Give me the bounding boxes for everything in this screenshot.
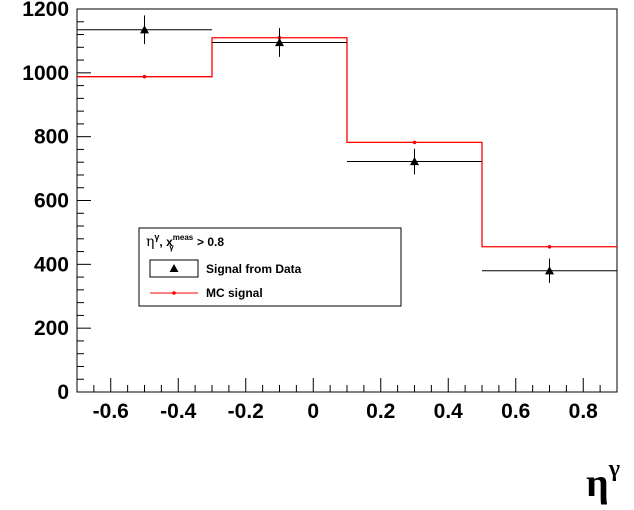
mc-signal-point [547,244,552,249]
x-axis-label-eta: η [586,460,609,505]
legend-label-data: Signal from Data [206,262,302,276]
data-point-triangle [275,38,284,47]
y-tick-label: 1000 [22,62,69,85]
legend-header-meas: meas [173,233,194,242]
legend: ηγ, xmeas γ > 0.8 Signal from Data MC sig… [138,227,402,307]
legend-header-eta: η [146,234,154,250]
x-tick-label: -0.4 [160,400,197,423]
mc-signal-point [412,140,417,145]
x-tick-label: 0.2 [366,400,395,423]
data-point-triangle [140,25,149,34]
y-axis: 0 200 400 600 800 1000 1200 [22,0,91,404]
legend-header-gamma-sub: γ [169,243,174,252]
data-point-triangle [545,266,554,275]
legend-mc-marker [172,291,176,295]
mc-signal-point [142,74,147,79]
legend-header-tail: > 0.8 [194,235,225,249]
y-tick-label: 400 [34,253,69,276]
x-axis-label-gamma: γ [608,456,620,482]
y-tick-label: 800 [34,126,69,149]
legend-header: ηγ, xmeas γ > 0.8 [146,232,224,252]
legend-entry-data: Signal from Data [149,259,302,278]
series-layer [77,15,617,283]
y-tick-label: 200 [34,317,69,340]
y-tick-label: 0 [57,381,69,404]
legend-header-mid: , x [159,235,173,249]
y-tick-label: 1200 [22,0,69,21]
legend-entry-mc: MC signal [150,286,263,300]
x-tick-label: 0.6 [501,400,530,423]
x-tick-label: 0.4 [434,400,464,423]
x-tick-label: 0 [307,400,319,423]
y-tick-label: 600 [34,190,69,213]
legend-label-mc: MC signal [206,286,263,300]
legend-data-marker [169,264,179,272]
data-point-triangle [410,157,419,166]
x-axis: -0.6 -0.4 -0.2 0 0.2 0.4 0.6 0.8 [76,378,618,423]
x-tick-label: -0.2 [228,400,264,423]
x-tick-label: 0.8 [569,400,599,423]
x-tick-label: -0.6 [93,400,129,423]
mc-signal-step-line [77,37,617,248]
x-axis-label: ηγ [586,456,620,505]
legend-header-eta-sup: γ [154,232,159,242]
